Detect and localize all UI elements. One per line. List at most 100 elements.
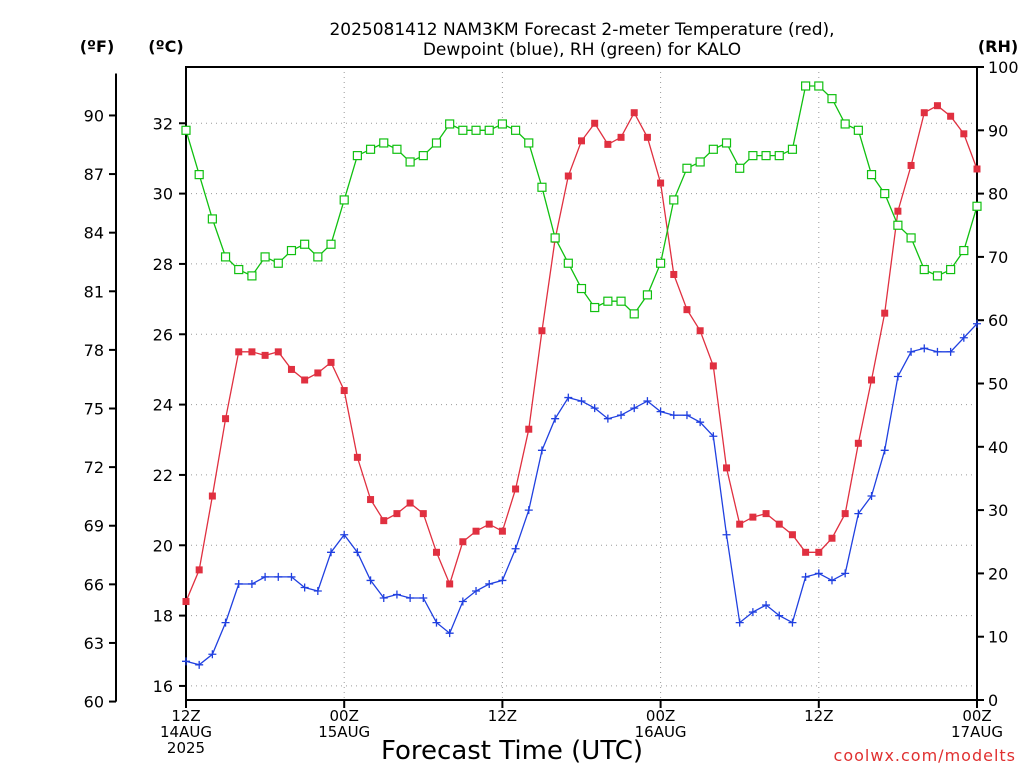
dewpoint-point xyxy=(366,576,375,585)
rh-point xyxy=(721,138,732,148)
fahrenheit-tick-label: 63 xyxy=(84,634,104,653)
plot-frame xyxy=(185,66,978,701)
dewpoint-point xyxy=(880,446,889,455)
time-tick-label: 14AUG xyxy=(160,723,212,741)
rh-point xyxy=(906,233,916,243)
dewpoint-point xyxy=(472,586,481,595)
rh-point xyxy=(431,138,442,148)
dewpoint-point xyxy=(511,544,520,553)
dewpoint-point xyxy=(603,414,612,423)
2-meter-temperature-point xyxy=(973,165,981,173)
dewpoint-point xyxy=(353,548,362,557)
2-meter-temperature-point xyxy=(657,179,665,187)
2-meter-temperature-point xyxy=(868,376,876,384)
time-tick-label: 2025 xyxy=(167,739,205,757)
rh-unit-label: (RH) xyxy=(978,37,1018,56)
celsius-tick-label: 20 xyxy=(153,536,173,555)
2-meter-temperature-point xyxy=(578,137,585,145)
2-meter-temperature-point xyxy=(881,309,889,317)
series-layer xyxy=(181,81,982,669)
2-meter-temperature-point xyxy=(222,415,230,423)
time-tick-label: 17AUG xyxy=(951,723,1003,741)
2-meter-temperature-point xyxy=(314,369,322,377)
rh-point xyxy=(194,170,204,180)
rh-point xyxy=(787,144,798,154)
celsius-tick-label: 28 xyxy=(153,255,173,274)
dewpoint-point xyxy=(709,432,718,441)
fahrenheit-tick-label: 90 xyxy=(84,106,104,125)
rh-point xyxy=(576,283,587,294)
2-meter-temperature-point xyxy=(617,133,625,141)
rh-point xyxy=(550,233,560,243)
dewpoint-point xyxy=(300,583,309,592)
2-meter-temperature-point xyxy=(327,358,335,366)
2-meter-temperature-point xyxy=(380,517,388,525)
dewpoint-point xyxy=(722,530,731,539)
rh-point xyxy=(748,151,758,161)
2-meter-temperature-point xyxy=(723,464,731,472)
2-meter-temperature-point xyxy=(894,207,902,215)
2-meter-temperature-point xyxy=(591,119,599,127)
rh-tick-label: 60 xyxy=(988,311,1008,330)
rh-point xyxy=(655,258,666,268)
rh-point xyxy=(392,144,402,154)
fahrenheit-tick-label: 78 xyxy=(84,341,104,360)
rh-point xyxy=(946,264,956,275)
dewpoint-point xyxy=(234,579,243,588)
fahrenheit-tick-label: 81 xyxy=(84,282,104,301)
2-meter-temperature-point xyxy=(472,527,480,535)
rh-axis: 0 10 20 30 40 50 60 70 80 90 100 xyxy=(977,58,1019,710)
2-meter-temperature-point xyxy=(393,510,401,518)
rh-point xyxy=(471,125,481,135)
2-meter-temperature-point xyxy=(696,327,704,335)
rh-tick-label: 80 xyxy=(988,185,1008,204)
2-meter-temperature-point xyxy=(498,527,506,535)
rh-point xyxy=(273,258,283,268)
fahrenheit-tick-label: 66 xyxy=(84,575,104,594)
celsius-tick-label: 16 xyxy=(153,677,173,696)
rh-point xyxy=(840,119,850,129)
rh-point xyxy=(629,309,639,319)
rh-point xyxy=(972,201,982,211)
dewpoint-point xyxy=(735,618,744,627)
rh-tick-label: 20 xyxy=(988,564,1008,583)
2-meter-temperature-point xyxy=(182,598,190,606)
dewpoint-point xyxy=(959,333,968,342)
rh-tick-label: 70 xyxy=(988,248,1008,267)
dewpoint-point xyxy=(419,594,428,603)
chart-title-line-1: 2025081412 NAM3KM Forecast 2-meter Tempe… xyxy=(329,20,834,40)
rh-tick-label: 50 xyxy=(988,375,1008,394)
rh-point xyxy=(603,296,613,306)
rh-tick-label: 100 xyxy=(988,58,1019,77)
rh-tick-label: 30 xyxy=(988,501,1008,520)
dewpoint-point xyxy=(313,586,322,595)
rh-point xyxy=(286,245,297,256)
2-meter-temperature-point xyxy=(709,362,717,370)
fahrenheit-tick-label: 69 xyxy=(84,517,104,536)
celsius-tick-label: 24 xyxy=(153,396,173,415)
dewpoint-point xyxy=(445,629,454,638)
rh-point xyxy=(379,138,389,148)
rh-point xyxy=(801,81,811,91)
rh-point xyxy=(695,157,705,167)
rh-point xyxy=(919,264,929,275)
time-tick-label: 15AUG xyxy=(318,723,370,741)
dewpoint-point xyxy=(893,372,902,381)
2-meter-temperature-point xyxy=(340,387,348,395)
rh-point xyxy=(563,258,573,268)
dewpoint-point xyxy=(221,618,230,627)
celsius-tick-label: 30 xyxy=(153,185,173,204)
rh-point xyxy=(524,138,534,148)
2-meter-temperature-point xyxy=(815,548,823,556)
2-meter-temperature-point xyxy=(485,520,493,528)
dewpoint-point xyxy=(195,660,204,669)
rh-point xyxy=(669,195,679,205)
rh-point xyxy=(458,125,468,135)
rh-point xyxy=(682,163,692,173)
dewpoint-point xyxy=(392,590,401,599)
rh-point xyxy=(484,125,494,135)
dewpoint-point xyxy=(340,530,349,539)
rh-point xyxy=(866,170,877,180)
